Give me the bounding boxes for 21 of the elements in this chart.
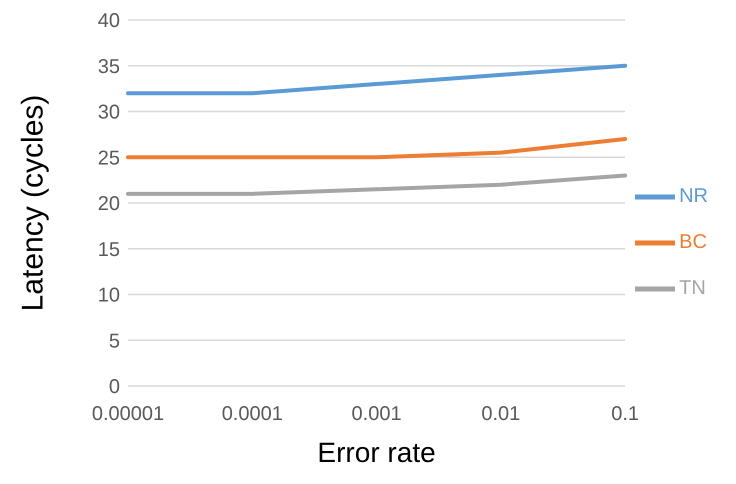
line-series [126, 64, 628, 96]
y-tick-label: 30 [98, 102, 120, 124]
y-axis-title: Latency (cycles) [16, 94, 50, 312]
x-axis-title: Error rate [317, 437, 436, 468]
y-tick-label: 35 [98, 56, 120, 78]
legend-label: NR [679, 185, 708, 207]
x-tick-label: 0.0001 [222, 403, 283, 426]
line-series [126, 174, 628, 196]
y-tick-label: 25 [98, 147, 120, 170]
legend-label: TN [679, 277, 706, 299]
y-tick-label: 10 [98, 284, 120, 307]
x-tick-label: 0.01 [481, 403, 520, 426]
y-tick-label: 20 [98, 193, 120, 216]
y-tick-label: 5 [108, 330, 120, 352]
x-tick-label: 0.1 [611, 403, 640, 426]
y-tick-label: 0 [108, 376, 120, 398]
x-tick-label: 0.00001 [92, 403, 164, 426]
legend-label: BC [679, 231, 707, 253]
x-tick-label: 0.001 [352, 403, 402, 426]
y-tick-label: 40 [98, 10, 120, 32]
y-tick-label: 15 [98, 238, 120, 261]
